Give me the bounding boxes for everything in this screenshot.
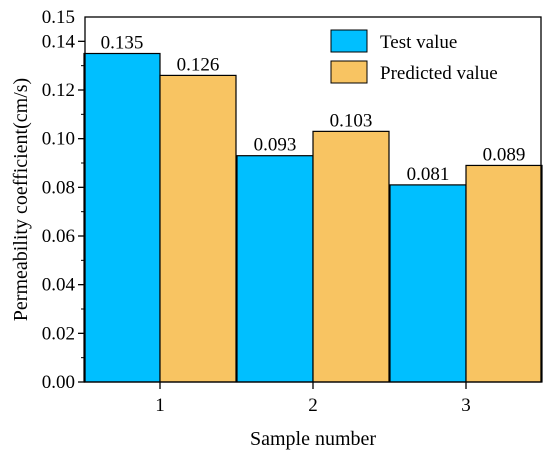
y-ticks-layer: 0.00 0.02 0.04 0.06 0.08 0.10 0.12 0.14 0.15 [42, 7, 85, 393]
data-label: 0.126 [177, 54, 220, 75]
data-label: 0.135 [101, 33, 144, 54]
data-labels-layer: 0.135 0.126 0.093 0.103 0.081 0.089 [101, 33, 526, 185]
legend-label-test-value: Test value [380, 32, 457, 53]
y-tick-label: 0.06 [42, 226, 75, 247]
y-tick-label: 0.14 [42, 31, 76, 52]
x-axis-title: Sample number [250, 428, 376, 450]
y-tick-label: 0.02 [42, 323, 75, 344]
x-ticks-layer: 1 2 3 [155, 382, 471, 416]
data-label: 0.089 [483, 144, 526, 165]
y-tick-label: 0.00 [42, 372, 75, 393]
bars-layer [83, 52, 543, 383]
bar-predicted-value-sample-1 [159, 74, 237, 383]
y-tick-label-top: 0.15 [42, 7, 75, 28]
x-tick-label: 1 [155, 395, 165, 416]
x-tick-label: 2 [308, 395, 318, 416]
y-tick-label: 0.10 [42, 129, 75, 150]
legend-label-predicted-value: Predicted value [380, 63, 498, 84]
x-tick-label: 3 [461, 395, 471, 416]
y-tick-label: 0.04 [42, 275, 76, 296]
legend-swatch-test-value [330, 29, 368, 53]
legend: Test value Predicted value [330, 29, 498, 84]
data-label: 0.103 [330, 110, 373, 131]
y-axis-title: Permeability coefficient(cm/s) [10, 78, 32, 321]
y-tick-label: 0.12 [42, 80, 75, 101]
bar-test-value-sample-2 [236, 155, 314, 383]
bar-predicted-value-sample-2 [312, 130, 390, 383]
data-label: 0.093 [254, 135, 297, 156]
bar-test-value-sample-3 [389, 184, 467, 383]
y-tick-label: 0.08 [42, 177, 75, 198]
data-label: 0.081 [407, 164, 450, 185]
legend-swatch-predicted-value [330, 60, 368, 84]
bar-predicted-value-sample-3 [465, 164, 543, 383]
bar-test-value-sample-1 [83, 52, 161, 383]
